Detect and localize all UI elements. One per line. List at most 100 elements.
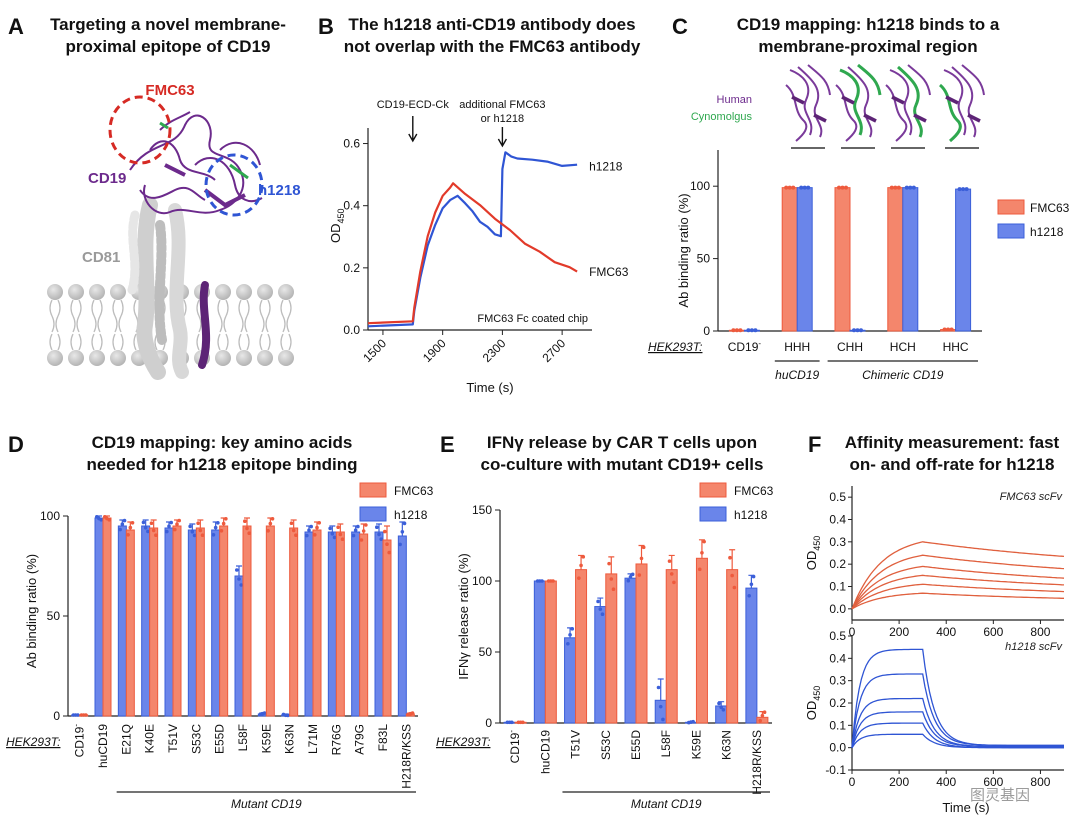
chart-d-error-bar [244, 517, 250, 526]
chart-b-plot: 0.0 0.2 0.4 0.6 1500 1900 2300 2700 Time (s) OD45… [328, 99, 629, 395]
chart-e-data-point [732, 585, 737, 590]
chimera-structure-illustrations [785, 63, 985, 149]
chart-f-plot-0-y-tick-label: 0.1 [829, 580, 846, 594]
chart-d-category-text: L58F [236, 724, 250, 751]
chart-d-data-point [165, 529, 169, 534]
chart-d-data-point [353, 528, 358, 532]
lipid-tail-bottom [112, 333, 124, 351]
chart-c-data-point [893, 185, 898, 190]
chart-e-data-point [697, 567, 702, 572]
chart-c-data-point [784, 185, 789, 190]
panel-c-title-line2: membrane-proximal region [758, 37, 977, 56]
chart-c-data-point [753, 328, 758, 333]
chart-d-category-text: K63N [283, 724, 297, 754]
chart-d-data-point [336, 525, 340, 529]
chart-f-plot-0-x-tick-label: 0 [849, 625, 856, 639]
chart-c-data-point [749, 328, 754, 333]
chart-d-bar-h1218 [164, 527, 174, 717]
chart-d-bar-h1218 [351, 531, 361, 717]
chart-e-data-point [639, 556, 644, 561]
chart-d-bar-fmc63 [219, 525, 229, 717]
lipid-head-bottom [215, 350, 231, 366]
lipid-tail-top [217, 299, 229, 333]
chart-e-data-point [510, 720, 514, 725]
chart-e-category-label: H218R/KSS [750, 730, 764, 795]
chart-b-annotation-additional-2: or h1218 [481, 113, 524, 125]
chart-c-bar-fmc63 [834, 187, 851, 332]
chart-f-plot-0-y-label-sub: 450 [812, 536, 822, 551]
chart-e-category-label: K59E [689, 730, 703, 759]
chart-e-data-point [579, 563, 583, 568]
chart-f-plot-1-x-tick-label: 400 [936, 775, 956, 789]
chart-b-x-tick-label: 2700 [539, 336, 568, 365]
chart-e-bar-h1218 [624, 577, 637, 724]
chart-e-category-label: huCD19 [538, 730, 552, 774]
chart-f-plot-1-y-tick-label: 0.0 [829, 741, 846, 755]
structure-strand [907, 64, 931, 96]
chart-b-x-tick-label: 2300 [480, 336, 509, 365]
chart-f-plot-0-y-label: OD450 [804, 536, 822, 571]
chart-d-data-point [175, 522, 179, 526]
lipid-head-top [89, 284, 105, 300]
chart-d-data-point [410, 711, 415, 715]
chart-c-data-point [844, 185, 848, 190]
cd81-protein-illustration [127, 197, 189, 380]
chart-e-data-point [691, 719, 695, 724]
lipid-tail-top [49, 299, 61, 333]
chart-b-annotation-additional-1: additional FMC63 [459, 99, 545, 111]
chart-e-data-point [669, 572, 674, 576]
chart-d-data-point [356, 524, 360, 529]
chart-f-plot-0-x-tick-label: 400 [936, 625, 956, 639]
chart-e-bar-h1218 [564, 637, 577, 724]
chart-e-data-point [747, 593, 751, 598]
structure-strand [797, 66, 823, 138]
panel-f-title-line2: on- and off-rate for h1218 [850, 455, 1055, 474]
chart-e-category-sup: - [507, 730, 516, 733]
chart-d-bar-fmc63 [195, 527, 205, 717]
chart-d-data-point [219, 529, 224, 533]
lipid-head-top [257, 284, 273, 300]
chart-d-y-tick-label: 0 [53, 709, 60, 723]
chart-c-bar-h1218 [796, 187, 813, 332]
chart-f-plot-1-y-tick-label: 0.4 [829, 651, 846, 665]
chart-d-data-point [270, 517, 275, 521]
lipid-head-bottom [278, 350, 294, 366]
lipid-tail-top [280, 299, 292, 333]
chart-d-category-text: huCD19 [96, 724, 110, 768]
chart-d-data-point [177, 518, 181, 523]
chart-d-category-label: E55D [213, 724, 227, 754]
chart-d-bar-h1218 [117, 525, 127, 717]
chart-e-bar-fmc63 [726, 569, 739, 724]
chart-e-data-point [758, 718, 762, 723]
lipid-tail-bottom [280, 333, 292, 351]
chart-d-data-point [359, 538, 364, 542]
chart-d-data-point [224, 517, 228, 521]
lipid-tail-bottom [238, 333, 250, 351]
chart-d-data-point [221, 521, 226, 526]
legend-human: Human [717, 94, 752, 106]
chart-c-bar-fmc63 [781, 187, 798, 332]
panel-a-title-line1: Targeting a novel membrane- [50, 15, 286, 34]
chart-c-data-point [908, 185, 913, 190]
chart-d-legend-label-fmc63: FMC63 [394, 484, 434, 498]
chart-d-bar-fmc63 [335, 531, 345, 717]
chart-e-bar-h1218 [745, 587, 758, 724]
chart-f-plot-0-y-tick-label: 0.5 [829, 490, 846, 504]
panel-a-letter: A [8, 14, 24, 39]
chart-d-data-point [340, 537, 345, 541]
chart-c-data-point [837, 185, 841, 190]
chart-d-data-point [190, 530, 195, 534]
chart-d-bar-fmc63 [172, 525, 182, 717]
chart-d-bar-fmc63 [242, 525, 252, 717]
fmc63-epitope-circle [108, 95, 172, 165]
chart-d-data-point [235, 568, 239, 572]
chart-e-category-text: huCD19 [538, 730, 552, 774]
chart-e-data-point [628, 575, 633, 579]
chart-e-data-point [540, 579, 544, 583]
panel-e-title-line1: IFNγ release by CAR T cells upon [487, 433, 757, 452]
chart-d-data-point [398, 542, 402, 547]
chart-c-category-text: HHC [943, 340, 969, 354]
chart-b-y-tick-label: 0.6 [343, 137, 360, 151]
chart-b-y-tick-label: 0.4 [343, 199, 360, 213]
